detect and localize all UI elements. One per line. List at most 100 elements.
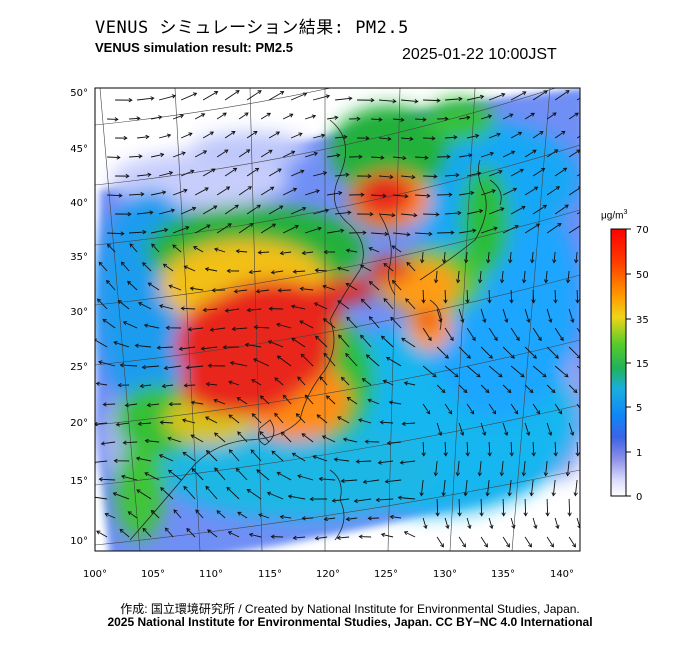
wind-arrow-head <box>466 354 471 359</box>
wind-arrow <box>546 308 552 323</box>
lon-tick: 140° <box>550 569 574 580</box>
wind-arrow-head <box>119 362 124 368</box>
wind-arrow <box>568 187 580 196</box>
wind-arrow-head <box>127 280 132 285</box>
wind-arrow <box>502 536 510 548</box>
wind-arrow-head <box>234 204 239 209</box>
wind-arrow-head <box>228 449 233 454</box>
wind-arrow-head <box>151 243 156 248</box>
wind-arrow <box>164 365 182 369</box>
wind-arrow-head <box>301 250 306 256</box>
wind-arrow-head <box>573 389 578 394</box>
wind-arrow-head <box>304 394 309 399</box>
wind-arrow-head <box>164 527 169 532</box>
wind-arrow-head <box>435 212 440 217</box>
wind-arrow-head <box>488 354 493 359</box>
wind-arrow-head <box>580 410 583 413</box>
wind-arrow <box>404 531 416 538</box>
wind-arrow <box>268 205 283 215</box>
wind-arrow <box>335 211 351 215</box>
wind-arrow <box>546 149 558 158</box>
wind-arrow-head <box>185 226 190 231</box>
wind-arrow <box>167 437 182 443</box>
wind-arrow <box>142 262 152 272</box>
wind-arrow-head <box>487 452 492 457</box>
wind-arrow-head <box>143 323 149 328</box>
wind-arrow-head <box>534 186 539 191</box>
wind-arrow-head <box>411 174 416 180</box>
wind-arrow-head <box>158 304 164 309</box>
wind-arrow-head <box>128 97 133 103</box>
wind-arrow-head <box>448 192 453 197</box>
wind-arrow <box>480 536 488 548</box>
wind-arrow-head <box>485 492 490 497</box>
wind-arrow-head <box>522 91 527 96</box>
wind-arrow-head <box>313 302 319 307</box>
wind-arrow <box>288 495 306 500</box>
wind-arrow-head <box>231 130 236 135</box>
wind-arrow <box>502 498 505 516</box>
wind-arrow <box>444 517 449 529</box>
wind-arrow <box>246 167 259 177</box>
wind-arrow-head <box>207 363 212 368</box>
wind-arrow-head <box>526 431 531 436</box>
wind-arrow-head <box>347 210 352 215</box>
wind-arrow <box>312 95 330 101</box>
wind-arrow <box>393 194 408 197</box>
wind-arrow <box>296 413 306 424</box>
wind-arrow <box>312 209 329 215</box>
wind-arrow-head <box>504 431 509 436</box>
wind-arrow <box>479 270 482 283</box>
wind-arrow <box>401 213 417 216</box>
wind-arrow-head <box>345 282 350 287</box>
wind-arrow-head <box>235 90 240 95</box>
wind-arrow-head <box>302 92 308 97</box>
wind-arrow-head <box>428 231 433 237</box>
wind-arrow-head <box>248 269 253 275</box>
wind-arrow <box>459 192 474 196</box>
wind-arrow-head <box>356 116 361 121</box>
wind-arrow <box>119 529 130 538</box>
wind-arrow <box>180 92 197 101</box>
wind-arrow-head <box>318 476 323 482</box>
wind-arrow-head <box>346 316 351 321</box>
wind-arrow-head <box>116 155 121 160</box>
wind-arrow-head <box>183 188 188 193</box>
wind-arrow-head <box>444 354 449 359</box>
wind-arrow <box>210 327 226 331</box>
wind-arrow <box>226 487 240 500</box>
wind-arrow-head <box>325 94 331 99</box>
wind-arrow-head <box>222 112 227 117</box>
wind-arrow <box>568 225 580 234</box>
wind-arrow <box>436 422 442 436</box>
wind-arrow-head <box>205 450 211 455</box>
wind-arrow-head <box>185 365 190 370</box>
wind-arrow <box>524 346 537 359</box>
wind-arrow <box>444 441 447 456</box>
wind-arrow <box>509 251 512 263</box>
wind-arrow <box>479 460 482 476</box>
wind-arrow <box>530 479 534 496</box>
lat-axis: 10° 15° 20° 25° 30° 35° 40° 45° 50° <box>70 88 88 547</box>
wind-arrow <box>379 137 391 140</box>
wind-arrow <box>313 455 328 462</box>
wind-arrow-head <box>297 376 302 381</box>
wind-arrow <box>120 364 138 367</box>
wind-arrow <box>238 186 252 196</box>
wind-arrow-head <box>552 259 557 264</box>
wind-arrow <box>343 438 358 443</box>
wind-arrow-head <box>253 358 258 363</box>
wind-arrow-head <box>582 337 585 340</box>
wind-arrow-head <box>466 115 471 120</box>
wind-arrow-head <box>346 396 351 401</box>
wind-arrow <box>129 117 140 120</box>
wind-arrow-head <box>530 259 535 264</box>
wind-arrow-head <box>183 265 188 270</box>
wind-arrow <box>401 99 418 103</box>
wind-arrow-head <box>277 288 282 293</box>
wind-arrow <box>576 97 580 101</box>
wind-arrow-head <box>389 174 394 180</box>
wind-arrow-head <box>465 299 470 304</box>
wind-arrow-head <box>413 213 418 218</box>
wind-arrow-head <box>292 535 297 541</box>
